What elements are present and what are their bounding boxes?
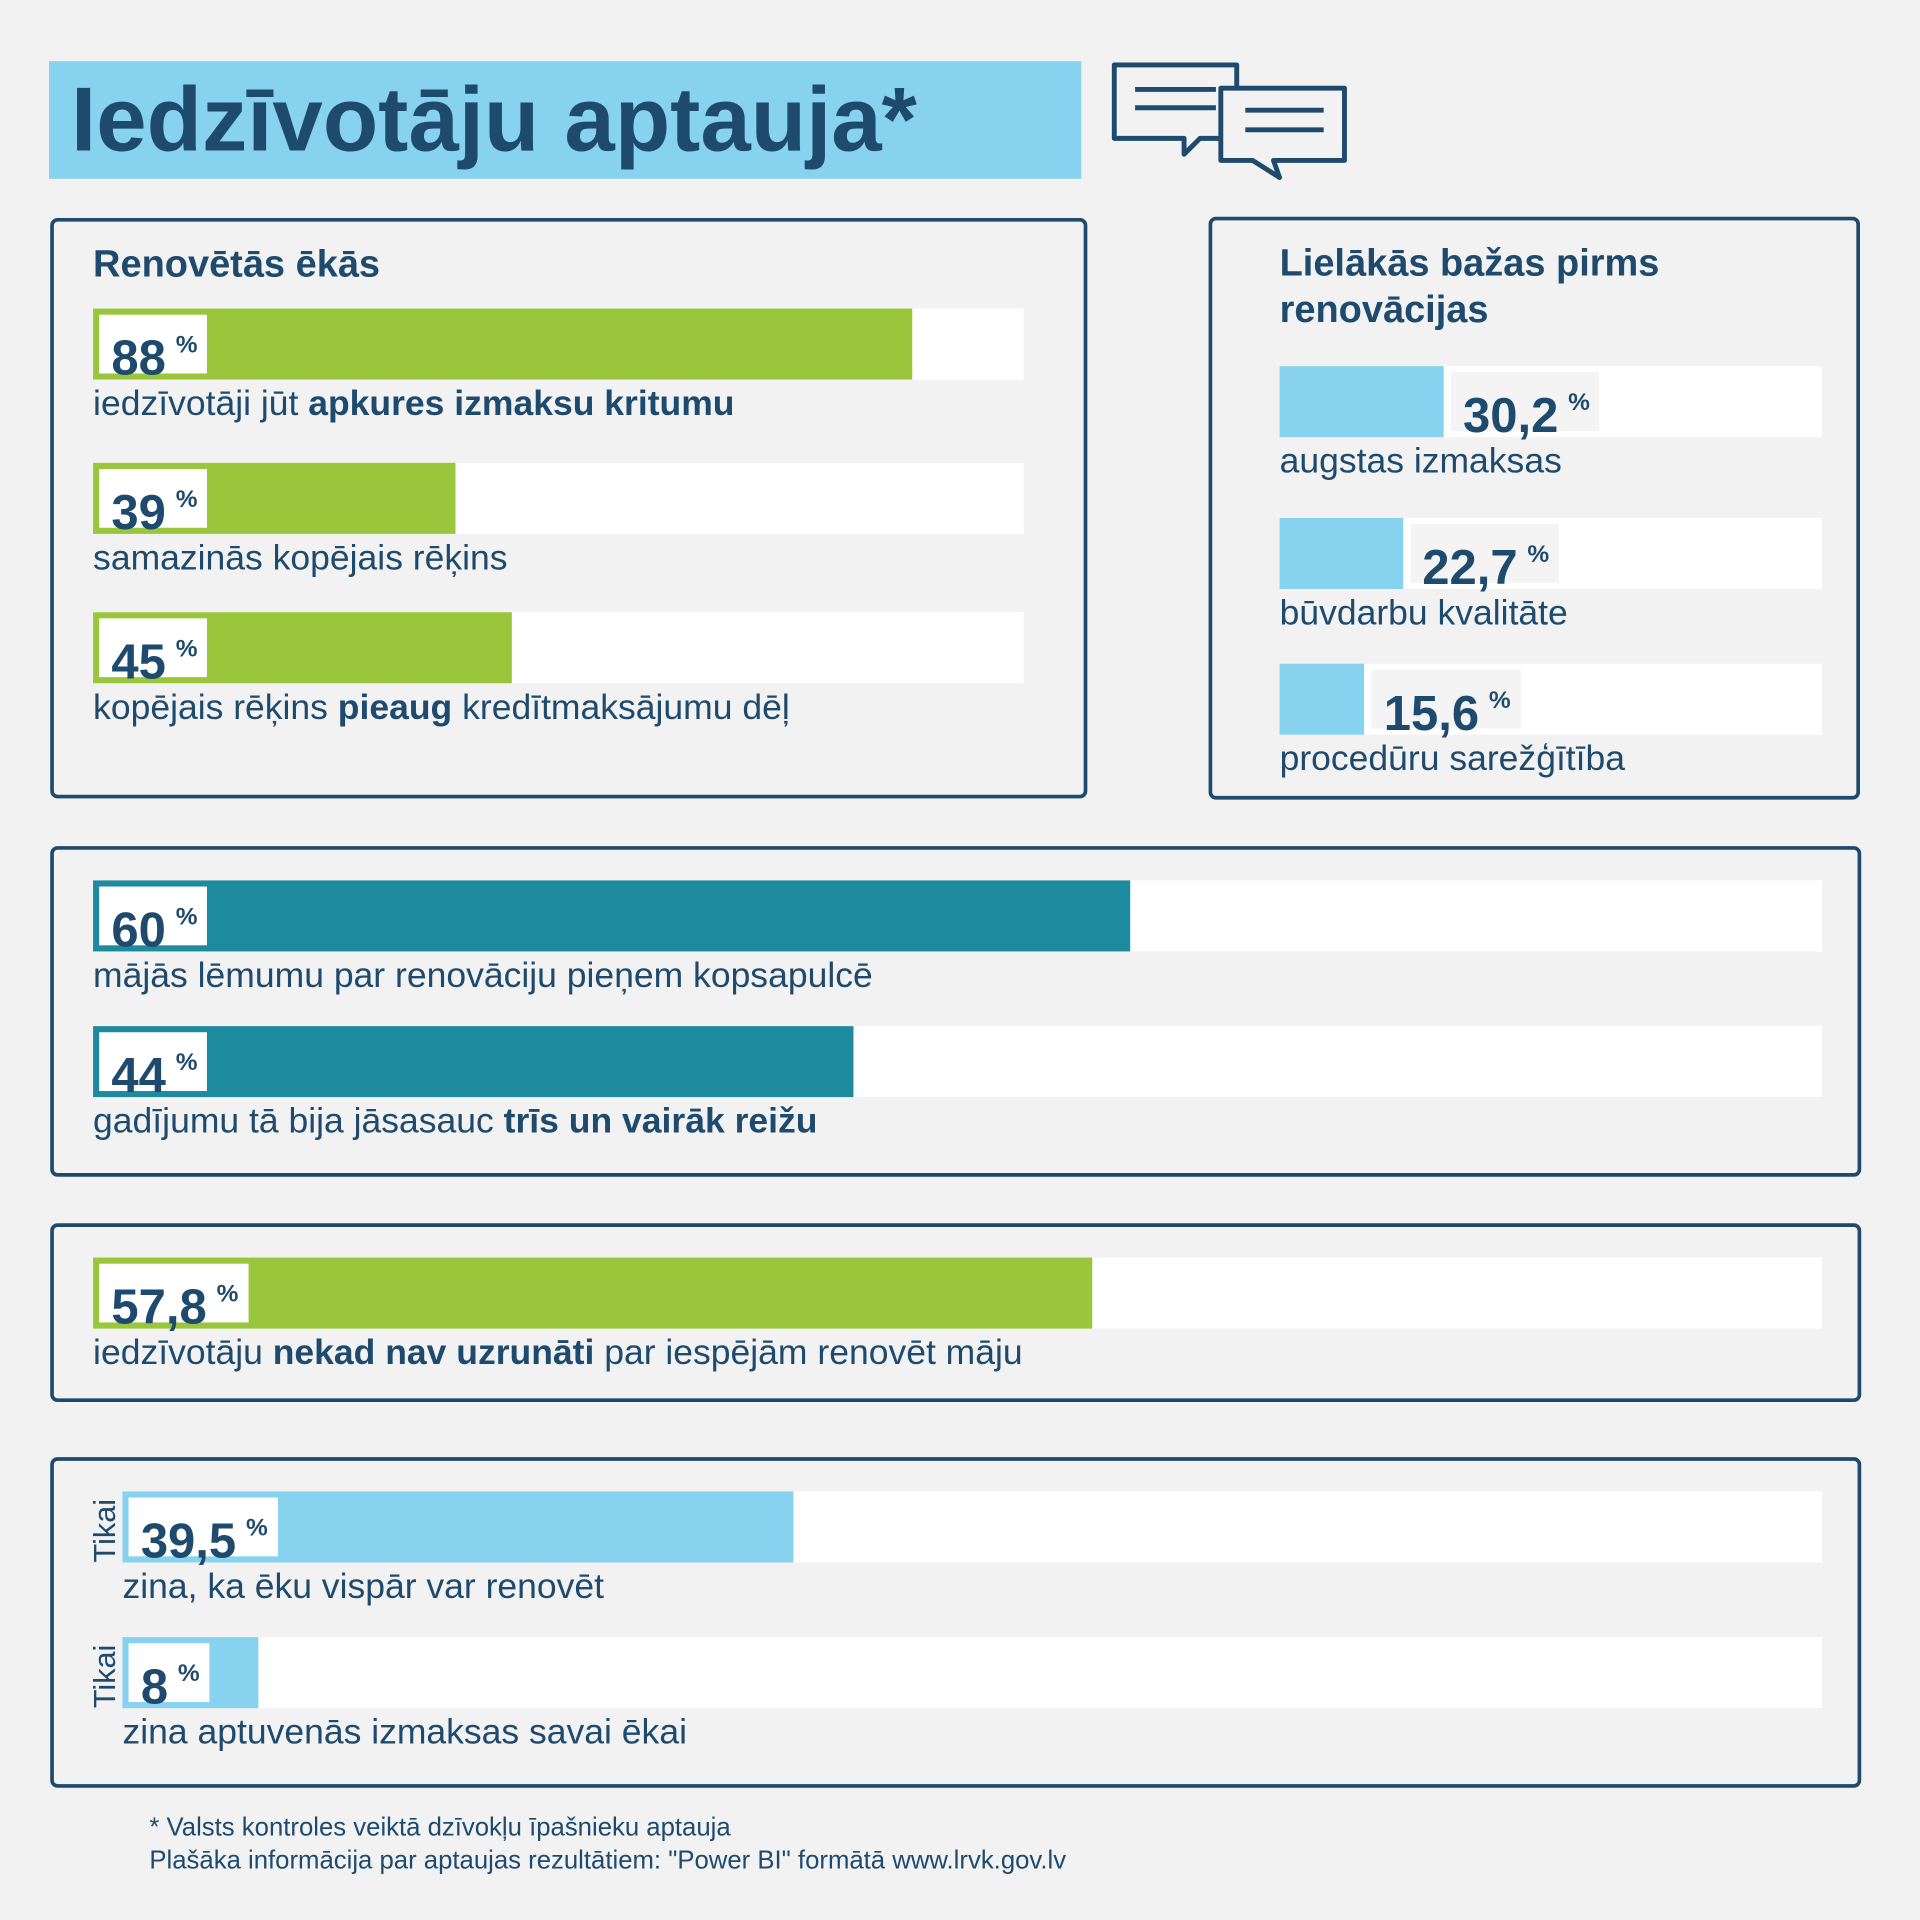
value-label: 8 (140, 1660, 169, 1715)
value-label: 60 (111, 903, 166, 958)
value-label-box: 39,5% (128, 1497, 278, 1569)
label-segment: pieaug (337, 688, 453, 728)
label-segment: par iespējām renovēt māju (594, 1333, 1023, 1373)
label-segment: samazinās kopējais rēķins (93, 538, 508, 578)
category-label: gadījumu tā bija jāsasauc trīs un vairāk… (93, 1102, 817, 1142)
value-label: 15,6 (1383, 686, 1480, 741)
unit-label: % (175, 486, 198, 514)
value-label-box: 15,6% (1371, 669, 1521, 741)
category-label: mājās lēmumu par renovāciju pieņem kopsa… (93, 956, 873, 996)
unit-label: % (175, 635, 198, 663)
unit-label: % (1488, 686, 1511, 714)
panel (1208, 216, 1860, 800)
label-segment: augstas izmaksas (1279, 442, 1562, 482)
title-box (48, 61, 1082, 179)
unit-label: % (175, 1049, 198, 1077)
value-label: 57,8 (111, 1280, 207, 1335)
bar (93, 308, 912, 380)
label-segment: procedūru sarežģītība (1279, 739, 1626, 779)
unit-label: % (216, 1280, 239, 1308)
panel-title: Lielākās bažas pirms renovācijas (1279, 241, 1660, 331)
unit-label: % (1568, 389, 1590, 417)
value-label-box: 60% (99, 886, 208, 958)
label-segment: gadījumu tā bija jāsasauc (93, 1102, 504, 1142)
bar (1279, 663, 1365, 735)
value-label: 39,5 (140, 1514, 237, 1569)
footnote: Plašāka informācija par aptaujas rezultā… (149, 1846, 1067, 1875)
category-label: zina, ka ēku vispār var renovēt (122, 1567, 604, 1607)
side-label: Tikai (88, 1498, 123, 1563)
category-label: zina aptuvenās izmaksas savai ēkai (122, 1713, 687, 1753)
label-segment: kopējais rēķins (93, 688, 338, 728)
bar (93, 1257, 1093, 1329)
panel (50, 1457, 1862, 1788)
label-segment: būvdarbu kvalitāte (1279, 593, 1568, 634)
value-label: 88 (111, 331, 166, 386)
value-label-box: 8% (128, 1643, 210, 1714)
value-label-box: 22,7% (1410, 524, 1560, 595)
category-label: augstas izmaksas (1280, 442, 1562, 482)
category-label: procedūru sarežģītība (1280, 740, 1625, 780)
bar (1279, 366, 1444, 438)
label-segment: zina aptuvenās izmaksas savai ēkai (122, 1713, 687, 1753)
side-label: Tikai (88, 1644, 123, 1709)
value-label: 30,2 (1462, 389, 1559, 444)
value-label-box: 44% (99, 1032, 208, 1103)
unit-label: % (245, 1514, 268, 1542)
category-label: samazinās kopējais rēķins (93, 539, 507, 579)
category-label: iedzīvotāji jūt apkures izmaksu kritumu (93, 384, 734, 424)
unit-label: % (175, 903, 198, 931)
unit-label: % (175, 331, 198, 359)
value-label: 22,7 (1422, 541, 1518, 596)
value-label-box: 57,8% (99, 1263, 249, 1335)
panel (50, 846, 1862, 1177)
footnote: * Valsts kontroles veiktā dzīvokļu īpašn… (149, 1813, 731, 1842)
category-label: kopējais rēķins pieaug kredītmaksājumu d… (93, 688, 790, 728)
value-label-box: 30,2% (1450, 372, 1600, 443)
value-label-box: 45% (99, 618, 208, 689)
label-segment: nekad nav uzrunāti (272, 1333, 595, 1373)
panel (50, 1223, 1862, 1403)
bar (1279, 517, 1403, 589)
bar-track (1279, 663, 1823, 735)
value-label: 44 (111, 1049, 166, 1104)
category-label: iedzīvotāju nekad nav uzrunāti par iespē… (93, 1333, 1023, 1373)
unit-label: % (177, 1660, 200, 1688)
value-label: 39 (111, 486, 166, 540)
label-segment: kredītmaksājumu dēļ (452, 688, 790, 728)
bar (93, 880, 1131, 952)
panel-title: Renovētās ēkās (93, 242, 381, 286)
label-segment: zina, ka ēku vispār var renovēt (122, 1567, 605, 1607)
label-segment: iedzīvotāju (93, 1333, 273, 1373)
label-segment: trīs un vairāk reižu (503, 1102, 818, 1142)
bar-track (122, 1637, 1823, 1709)
bar (93, 1026, 854, 1098)
unit-label: % (1527, 541, 1550, 569)
panel (50, 217, 1088, 799)
label-segment: mājās lēmumu par renovāciju pieņem kopsa… (93, 956, 873, 996)
label-segment: iedzīvotāji jūt (93, 384, 309, 424)
value-label: 45 (111, 635, 166, 690)
value-label-box: 88% (99, 314, 208, 386)
value-label-box: 39% (99, 468, 208, 540)
category-label: būvdarbu kvalitāte (1280, 594, 1568, 634)
page-title: Iedzīvotāju aptauja* (71, 68, 917, 171)
chat-icon (1111, 62, 1347, 181)
label-segment: apkures izmaksu kritumu (308, 384, 735, 424)
